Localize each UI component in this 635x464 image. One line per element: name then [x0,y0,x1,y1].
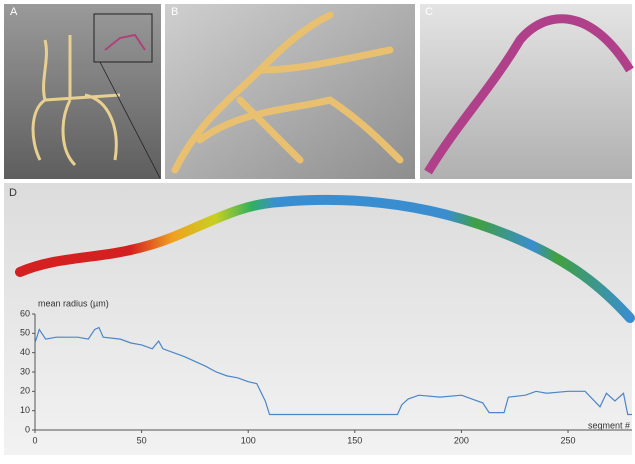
x-tick-label: 50 [137,435,147,445]
y-tick-label: 50 [20,328,30,338]
x-tick-label: 0 [32,435,37,445]
panel-c: C [420,4,632,179]
panel-label: B [171,6,178,18]
panel-b: B [165,4,415,179]
figure: A B C D mean radius (µm) segment # 0 10 20… [0,0,635,459]
x-tick-label: 250 [561,435,576,445]
panel-label: D [9,187,17,199]
y-tick-label: 20 [20,386,30,396]
y-tick-label: 0 [25,424,30,434]
y-tick-label: 10 [20,405,30,415]
x-tick-label: 200 [454,435,469,445]
x-tick-label: 150 [347,435,362,445]
y-tick-label: 30 [20,366,30,376]
y-tick-label: 40 [20,347,30,357]
x-axis-label: segment # [588,420,630,430]
y-tick-label: 60 [20,308,30,318]
x-tick-label: 100 [241,435,256,445]
panel-label: C [425,6,433,18]
panel-label: A [10,6,18,18]
y-axis-label: mean radius (µm) [38,298,109,308]
panel-a: A [4,4,161,179]
